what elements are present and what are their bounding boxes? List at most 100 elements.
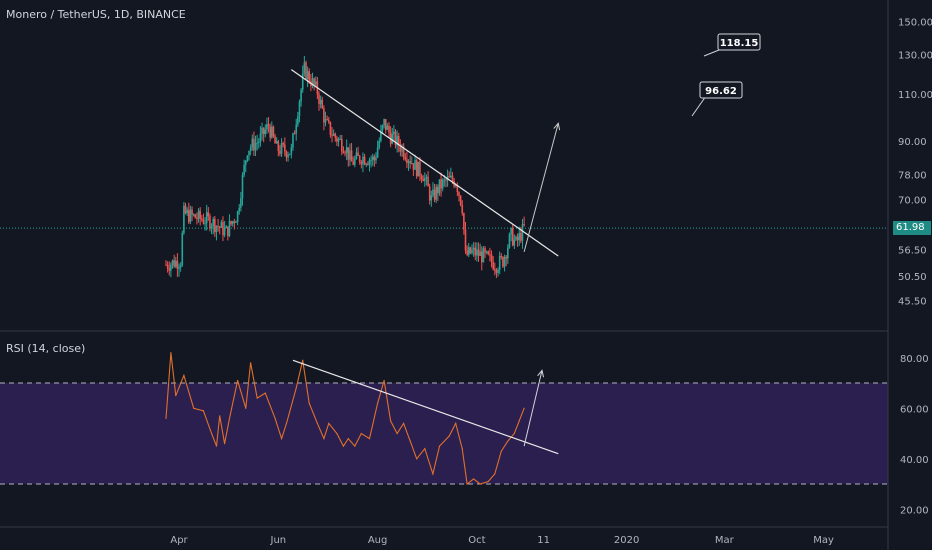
candle-body bbox=[495, 269, 498, 273]
candle-body bbox=[508, 234, 511, 248]
candle-body bbox=[363, 156, 366, 165]
price-trendline bbox=[290, 69, 559, 257]
candle-body bbox=[445, 179, 447, 181]
candle-body bbox=[202, 219, 205, 224]
candle-body bbox=[166, 264, 169, 269]
candle-body bbox=[396, 135, 398, 146]
candle-body bbox=[479, 251, 481, 256]
candle-body bbox=[451, 175, 454, 181]
candle-body bbox=[393, 131, 395, 135]
candle-body bbox=[293, 133, 296, 135]
candle-body bbox=[399, 145, 402, 152]
candle-body bbox=[350, 150, 353, 162]
rsi-point bbox=[237, 379, 239, 382]
rsi-point bbox=[396, 432, 398, 435]
candle-body bbox=[412, 163, 415, 170]
candle-body bbox=[489, 254, 491, 256]
candle-body bbox=[381, 125, 384, 131]
time-tick-label: 11 bbox=[537, 535, 550, 546]
price-tick-label: 150.00 bbox=[898, 17, 932, 28]
candle-body bbox=[365, 163, 368, 165]
candle-body bbox=[238, 207, 241, 212]
candle-body bbox=[516, 236, 519, 241]
candle-body bbox=[240, 197, 242, 208]
candle-body bbox=[321, 99, 324, 109]
rsi-point bbox=[223, 443, 226, 445]
rsi-point bbox=[494, 473, 496, 475]
rsi-point bbox=[210, 432, 213, 435]
candle-body bbox=[332, 133, 335, 136]
candle-body bbox=[248, 150, 250, 156]
candle-body bbox=[187, 210, 190, 223]
price-projection-arrow bbox=[523, 123, 559, 252]
rsi-point bbox=[183, 374, 185, 377]
candle-body bbox=[327, 119, 330, 122]
candle-body bbox=[464, 229, 467, 251]
chart-title: Monero / TetherUS, 1D, BINANCE bbox=[6, 8, 186, 21]
candle-body bbox=[409, 161, 411, 164]
candle-body bbox=[340, 138, 343, 152]
candle-body bbox=[337, 138, 340, 142]
candle-body bbox=[466, 250, 468, 255]
callout-box bbox=[699, 81, 743, 99]
candle-body bbox=[402, 146, 405, 158]
candle-body bbox=[183, 205, 185, 233]
candle-body bbox=[329, 121, 332, 135]
rsi-point bbox=[448, 435, 450, 437]
callout-pointer bbox=[691, 95, 707, 117]
rsi-point bbox=[342, 445, 345, 447]
candle-body bbox=[386, 125, 389, 130]
candle-body bbox=[171, 260, 174, 265]
candle-body bbox=[272, 126, 275, 137]
candle-body bbox=[305, 62, 307, 80]
candle-body bbox=[228, 221, 231, 237]
candle-body bbox=[367, 163, 369, 165]
candle-body bbox=[427, 176, 429, 187]
candle-body bbox=[362, 156, 364, 165]
candle-body bbox=[388, 125, 390, 133]
candle-body bbox=[494, 269, 496, 271]
candle-body bbox=[249, 147, 252, 151]
rsi-point bbox=[432, 473, 434, 475]
candle-body bbox=[502, 257, 504, 267]
candle-body bbox=[243, 164, 245, 175]
rsi-tick-label: 40.00 bbox=[900, 455, 929, 466]
candle-body bbox=[407, 161, 410, 163]
rsi-point bbox=[461, 448, 463, 450]
rsi-point bbox=[368, 437, 371, 440]
candle-body bbox=[179, 265, 182, 268]
candle-body bbox=[259, 133, 262, 143]
candle-body bbox=[438, 179, 441, 194]
candle-body bbox=[231, 221, 234, 224]
candle-body bbox=[371, 156, 374, 160]
candle-body bbox=[244, 160, 247, 165]
candle-body bbox=[176, 260, 179, 269]
candle-body bbox=[391, 134, 394, 144]
candle-body bbox=[194, 214, 197, 219]
candle-body bbox=[186, 210, 188, 214]
candle-body bbox=[373, 156, 376, 161]
rsi-tick-label: 20.00 bbox=[900, 505, 929, 516]
candle-body bbox=[370, 159, 372, 161]
candle-body bbox=[230, 221, 232, 224]
candle-body bbox=[178, 267, 180, 269]
candle-body bbox=[406, 159, 408, 163]
candle-body bbox=[264, 129, 267, 135]
rsi-band bbox=[0, 383, 888, 484]
candle-body bbox=[326, 119, 328, 121]
candle-body bbox=[480, 251, 483, 263]
candle-body bbox=[235, 221, 237, 223]
candle-body bbox=[505, 256, 507, 259]
candle-body bbox=[415, 160, 418, 177]
candle-body bbox=[251, 138, 254, 148]
candle-body bbox=[467, 247, 470, 255]
candle-body bbox=[218, 226, 221, 228]
candle-body bbox=[389, 132, 392, 144]
candle-body bbox=[262, 127, 265, 135]
candle-body bbox=[217, 225, 219, 227]
candle-body bbox=[518, 232, 521, 241]
candle-body bbox=[410, 163, 413, 165]
candle-body bbox=[450, 175, 452, 178]
candle-body bbox=[290, 147, 293, 154]
candle-body bbox=[384, 119, 387, 130]
